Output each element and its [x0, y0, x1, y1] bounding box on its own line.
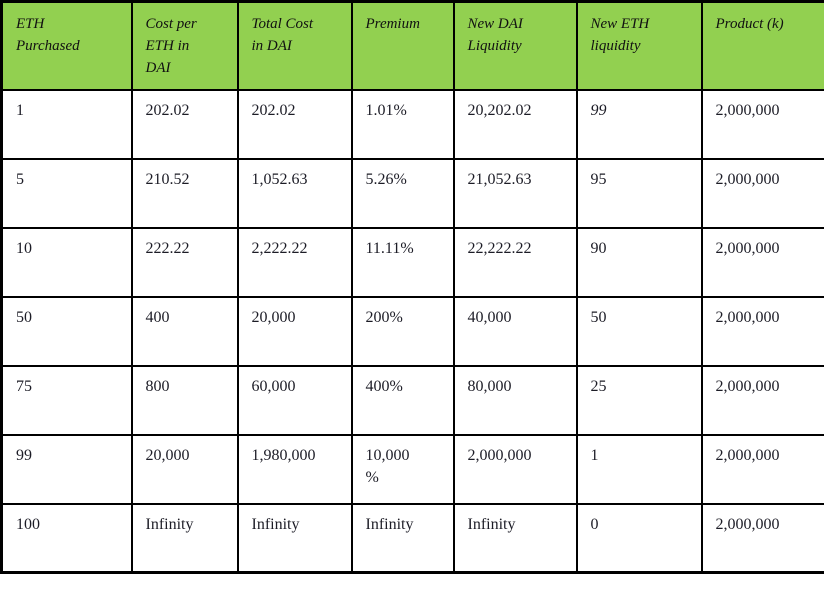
table-cell-total-cost-in-dai: 20,000 — [236, 295, 353, 367]
table-row: 100 Infinity Infinity Infinity Infinity 0 2,00… — [0, 502, 824, 574]
table-cell-cost-per-eth-in-dai: 20,000 — [130, 433, 239, 505]
table-cell-eth-purchased: 10 — [0, 226, 133, 298]
table-cell-total-cost-in-dai: 1,052.63 — [236, 157, 353, 229]
table-cell-total-cost-in-dai: 202.02 — [236, 88, 353, 160]
table-row: 99 20,000 1,980,000 10,000 % 2,000,000 1 2,000… — [0, 433, 824, 505]
table-cell-premium: 200% — [350, 295, 455, 367]
table-cell-cost-per-eth-in-dai: 800 — [130, 364, 239, 436]
table-row: 1 202.02 202.02 1.01% 20,202.02 99 2,000,000 — [0, 88, 824, 160]
table-cell-eth-purchased: 1 — [0, 88, 133, 160]
table-cell-new-dai-liquidity: 2,000,000 — [452, 433, 578, 505]
table-cell-cost-per-eth-in-dai: Infinity — [130, 502, 239, 574]
column-header-product-k: Product (k) — [700, 0, 824, 91]
table-row: 50 400 20,000 200% 40,000 50 2,000,000 — [0, 295, 824, 367]
table-cell-new-eth-liquidity: 0 — [575, 502, 703, 574]
table-cell-product-k: 2,000,000 — [700, 364, 824, 436]
table-cell-eth-purchased: 100 — [0, 502, 133, 574]
table-cell-product-k: 2,000,000 — [700, 88, 824, 160]
table-cell-product-k: 2,000,000 — [700, 502, 824, 574]
table-cell-eth-purchased: 5 — [0, 157, 133, 229]
table-cell-total-cost-in-dai: Infinity — [236, 502, 353, 574]
liquidity-table: ETH Purchased Cost per ETH in DAI Total Co… — [0, 0, 824, 574]
table-cell-premium: Infinity — [350, 502, 455, 574]
column-header-premium: Premium — [350, 0, 455, 91]
table-cell-premium: 400% — [350, 364, 455, 436]
column-header-eth-purchased: ETH Purchased — [0, 0, 133, 91]
table-cell-product-k: 2,000,000 — [700, 433, 824, 505]
table-cell-cost-per-eth-in-dai: 222.22 — [130, 226, 239, 298]
table-cell-total-cost-in-dai: 1,980,000 — [236, 433, 353, 505]
table-cell-cost-per-eth-in-dai: 202.02 — [130, 88, 239, 160]
table-cell-product-k: 2,000,000 — [700, 295, 824, 367]
header-row: ETH Purchased Cost per ETH in DAI Total Co… — [0, 0, 824, 91]
column-header-new-dai-liquidity: New DAI Liquidity — [452, 0, 578, 91]
table-body: 1 202.02 202.02 1.01% 20,202.02 99 2,000,000 5 2… — [0, 88, 824, 574]
column-header-total-cost-in-dai: Total Cost in DAI — [236, 0, 353, 91]
table-row: 10 222.22 2,222.22 11.11% 22,222.22 90 2,000,0… — [0, 226, 824, 298]
table-cell-premium: 10,000 % — [350, 433, 455, 505]
table-cell-new-dai-liquidity: 22,222.22 — [452, 226, 578, 298]
table-cell-new-dai-liquidity: 80,000 — [452, 364, 578, 436]
table-cell-eth-purchased: 99 — [0, 433, 133, 505]
table-cell-product-k: 2,000,000 — [700, 157, 824, 229]
table-cell-product-k: 2,000,000 — [700, 226, 824, 298]
table-cell-new-dai-liquidity: 21,052.63 — [452, 157, 578, 229]
table-cell-new-eth-liquidity: 99 — [575, 88, 703, 160]
table-cell-total-cost-in-dai: 60,000 — [236, 364, 353, 436]
table-cell-new-dai-liquidity: 40,000 — [452, 295, 578, 367]
table-cell-new-eth-liquidity: 25 — [575, 364, 703, 436]
table-cell-premium: 1.01% — [350, 88, 455, 160]
table-cell-new-eth-liquidity: 50 — [575, 295, 703, 367]
table-row: 75 800 60,000 400% 80,000 25 2,000,000 — [0, 364, 824, 436]
column-header-cost-per-eth-in-dai: Cost per ETH in DAI — [130, 0, 239, 91]
table-cell-cost-per-eth-in-dai: 210.52 — [130, 157, 239, 229]
table-cell-eth-purchased: 50 — [0, 295, 133, 367]
table-cell-total-cost-in-dai: 2,222.22 — [236, 226, 353, 298]
table-cell-new-dai-liquidity: 20,202.02 — [452, 88, 578, 160]
table-cell-new-dai-liquidity: Infinity — [452, 502, 578, 574]
table-cell-cost-per-eth-in-dai: 400 — [130, 295, 239, 367]
table-row: 5 210.52 1,052.63 5.26% 21,052.63 95 2,000,000 — [0, 157, 824, 229]
table-cell-premium: 5.26% — [350, 157, 455, 229]
table-cell-premium: 11.11% — [350, 226, 455, 298]
table-cell-new-eth-liquidity: 90 — [575, 226, 703, 298]
column-header-new-eth-liquidity: New ETH liquidity — [575, 0, 703, 91]
table-cell-new-eth-liquidity: 1 — [575, 433, 703, 505]
table-cell-eth-purchased: 75 — [0, 364, 133, 436]
table-cell-new-eth-liquidity: 95 — [575, 157, 703, 229]
